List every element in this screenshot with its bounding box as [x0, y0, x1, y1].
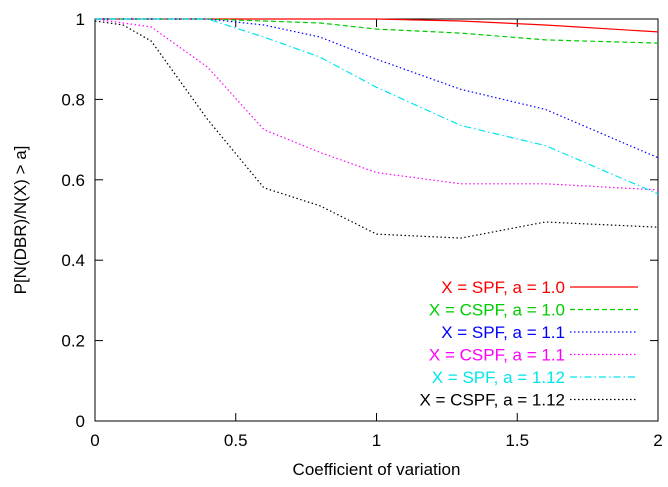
legend-entry-label: X = CSPF, a = 1.12	[419, 391, 565, 410]
legend-entry-label: X = SPF, a = 1.12	[432, 368, 565, 387]
legend-entry-label: X = CSPF, a = 1.0	[429, 301, 565, 320]
series-layer	[94, 18, 659, 239]
x-tick-label: 0.5	[224, 431, 248, 450]
x-axis-label: Coefficient of variation	[293, 460, 461, 479]
x-tick-label: 2	[653, 431, 662, 450]
series-line-4	[94, 18, 659, 191]
legend-entry-label: X = SPF, a = 1.1	[441, 323, 565, 342]
y-axis-label: P[N(DBR)/N(X) > a]	[11, 146, 30, 295]
y-tick-label: 0	[76, 412, 85, 431]
legend: X = SPF, a = 1.0 X = CSPF, a = 1.0 X = SPF…	[419, 278, 638, 410]
series-line-6	[94, 20, 659, 239]
y-tick-label: 0.2	[61, 332, 85, 351]
legend-entry-label: X = SPF, a = 1.0	[441, 278, 565, 297]
axis-ticks: 0 0.5 1 1.5 2 0 0.2 0.4 0.6 0.8 1	[61, 10, 662, 450]
y-tick-label: 0.8	[61, 90, 85, 109]
y-tick-label: 0.6	[61, 171, 85, 190]
y-tick-label: 1	[76, 10, 85, 29]
x-tick-label: 0	[90, 431, 99, 450]
legend-entry-label: X = CSPF, a = 1.1	[429, 346, 565, 365]
x-tick-label: 1.5	[505, 431, 529, 450]
series-line-5	[95, 18, 659, 195]
series-line-3	[95, 18, 659, 159]
x-tick-label: 1	[372, 431, 381, 450]
y-tick-label: 0.4	[61, 251, 85, 270]
